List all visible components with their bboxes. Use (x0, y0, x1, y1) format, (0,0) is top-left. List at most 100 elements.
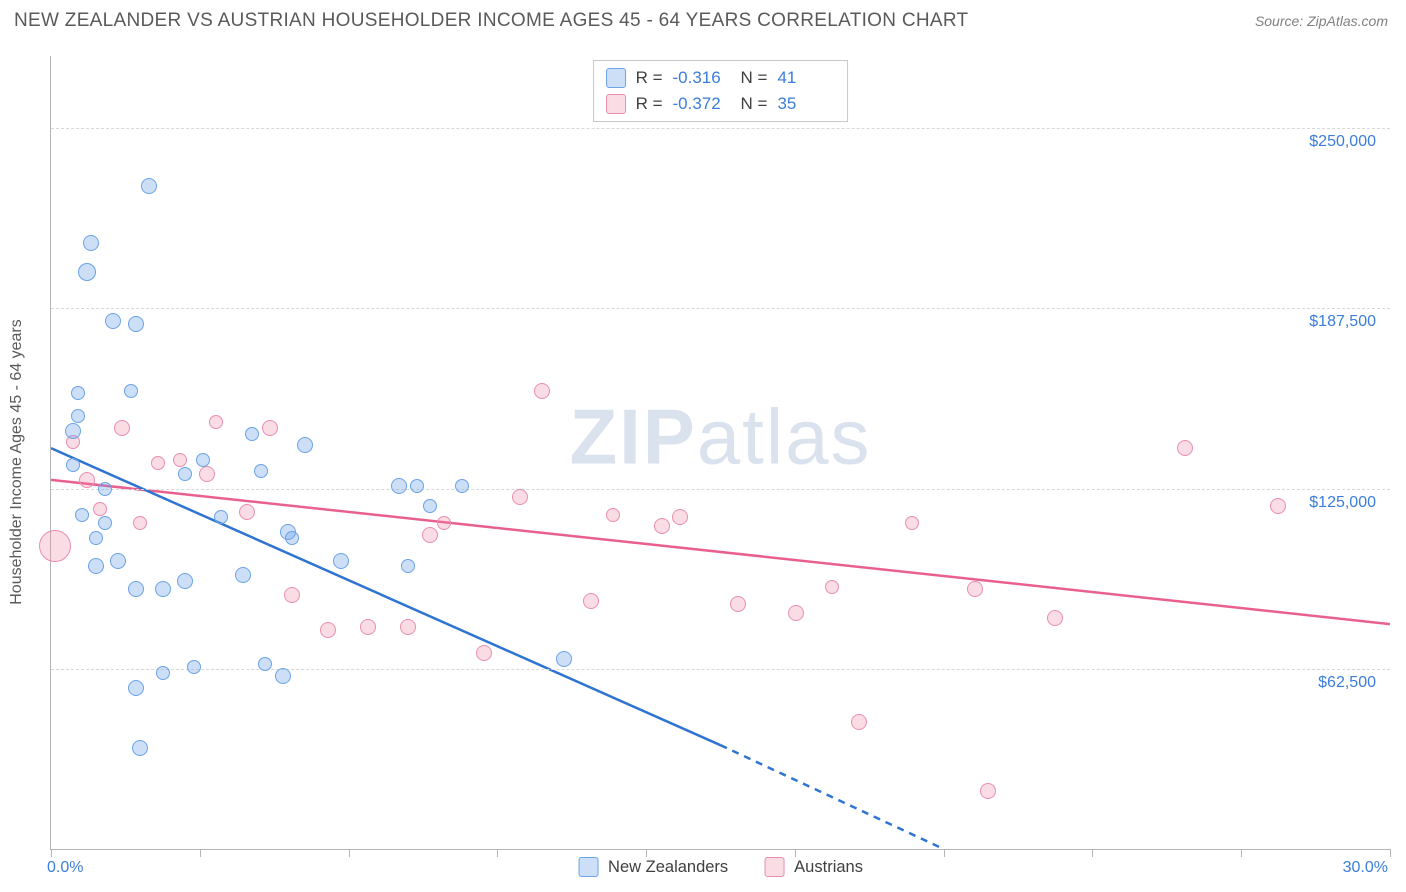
data-point-pink (209, 415, 223, 429)
data-point-pink (788, 605, 804, 621)
data-point-blue (401, 559, 415, 573)
correlation-row-blue: R = -0.316 N = 41 (606, 65, 836, 91)
data-point-blue (124, 384, 138, 398)
data-point-blue (132, 740, 148, 756)
data-point-blue (65, 423, 81, 439)
data-point-blue (128, 316, 144, 332)
x-axis-max-label: 30.0% (1343, 859, 1388, 877)
data-point-blue (156, 666, 170, 680)
data-point-blue (141, 178, 157, 194)
correlation-row-pink: R = -0.372 N = 35 (606, 91, 836, 117)
data-point-pink (583, 593, 599, 609)
data-point-pink (173, 453, 187, 467)
data-point-pink (199, 466, 215, 482)
x-tick (646, 849, 647, 857)
gridline (51, 489, 1390, 490)
data-point-blue (410, 479, 424, 493)
data-point-pink (320, 622, 336, 638)
data-point-blue (78, 263, 96, 281)
chart-header: NEW ZEALANDER VS AUSTRIAN HOUSEHOLDER IN… (0, 0, 1406, 40)
gridline (51, 669, 1390, 670)
data-point-pink (1177, 440, 1193, 456)
data-point-pink (360, 619, 376, 635)
data-point-blue (455, 479, 469, 493)
swatch-pink-icon (764, 857, 784, 877)
series-legend: New Zealanders Austrians (578, 857, 863, 877)
data-point-pink (512, 489, 528, 505)
data-point-pink (400, 619, 416, 635)
data-point-pink (151, 456, 165, 470)
data-point-blue (128, 680, 144, 696)
swatch-blue-icon (578, 857, 598, 877)
correlation-legend: R = -0.316 N = 41 R = -0.372 N = 35 (593, 60, 849, 122)
x-tick (944, 849, 945, 857)
data-point-pink (79, 472, 95, 488)
legend-label: New Zealanders (608, 858, 728, 877)
x-tick (1390, 849, 1391, 857)
data-point-pink (905, 516, 919, 530)
data-point-blue (187, 660, 201, 674)
y-axis-title: Householder Income Ages 45 - 64 years (8, 319, 26, 605)
data-point-blue (110, 553, 126, 569)
data-point-blue (177, 573, 193, 589)
data-point-blue (333, 553, 349, 569)
y-tick-label: $62,500 (1318, 674, 1376, 692)
chart-plot-area: Householder Income Ages 45 - 64 years ZI… (50, 56, 1390, 850)
data-point-pink (476, 645, 492, 661)
data-point-blue (391, 478, 407, 494)
data-point-blue (88, 558, 104, 574)
data-point-pink (606, 508, 620, 522)
x-tick (200, 849, 201, 857)
data-point-blue (275, 668, 291, 684)
data-point-blue (98, 482, 112, 496)
data-point-blue (235, 567, 251, 583)
data-point-blue (75, 508, 89, 522)
data-point-pink (422, 527, 438, 543)
x-tick (795, 849, 796, 857)
gridline (51, 128, 1390, 129)
data-point-blue (83, 235, 99, 251)
data-point-pink (93, 502, 107, 516)
data-point-blue (155, 581, 171, 597)
data-point-blue (556, 651, 572, 667)
data-point-pink (851, 714, 867, 730)
data-point-pink (534, 383, 550, 399)
y-tick-label: $125,000 (1309, 494, 1376, 512)
data-point-blue (105, 313, 121, 329)
x-tick (51, 849, 52, 857)
y-tick-label: $187,500 (1309, 313, 1376, 331)
data-point-pink (967, 581, 983, 597)
x-axis-min-label: 0.0% (47, 859, 83, 877)
x-tick (349, 849, 350, 857)
x-tick (1241, 849, 1242, 857)
data-point-blue (245, 427, 259, 441)
watermark: ZIPatlas (569, 391, 871, 482)
data-point-blue (254, 464, 268, 478)
chart-title: NEW ZEALANDER VS AUSTRIAN HOUSEHOLDER IN… (14, 10, 968, 32)
data-point-blue (128, 581, 144, 597)
data-point-blue (66, 458, 80, 472)
data-point-pink (980, 783, 996, 799)
data-point-blue (98, 516, 112, 530)
data-point-pink (39, 530, 71, 562)
data-point-blue (71, 409, 85, 423)
data-point-pink (730, 596, 746, 612)
x-tick (497, 849, 498, 857)
source-label: Source: ZipAtlas.com (1255, 13, 1388, 29)
data-point-blue (214, 510, 228, 524)
legend-label: Austrians (794, 858, 863, 877)
data-point-pink (133, 516, 147, 530)
data-point-blue (71, 386, 85, 400)
data-point-blue (89, 531, 103, 545)
swatch-pink-icon (606, 94, 626, 114)
data-point-pink (825, 580, 839, 594)
legend-item-blue: New Zealanders (578, 857, 728, 877)
data-point-blue (297, 437, 313, 453)
data-point-blue (423, 499, 437, 513)
data-point-blue (258, 657, 272, 671)
data-point-blue (196, 453, 210, 467)
data-point-pink (1270, 498, 1286, 514)
y-tick-label: $250,000 (1309, 133, 1376, 151)
data-point-pink (239, 504, 255, 520)
data-point-blue (285, 531, 299, 545)
